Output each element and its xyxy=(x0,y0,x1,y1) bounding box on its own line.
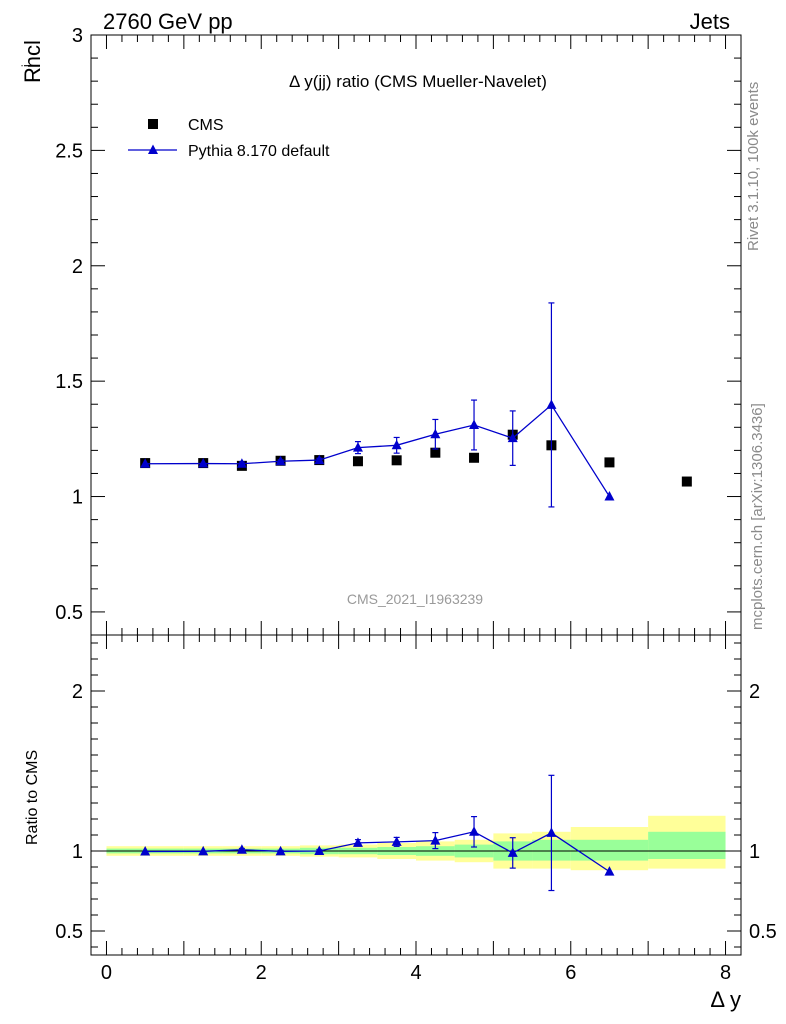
ratio-pythia-point xyxy=(430,835,441,845)
ratio-pythia-line xyxy=(145,831,610,873)
pythia-data-point xyxy=(236,458,247,468)
ratio-y-tick-label-right: 2 xyxy=(749,681,760,703)
legend-cms-marker xyxy=(148,119,158,129)
x-tick-label: 4 xyxy=(410,962,421,984)
cms-data-point xyxy=(352,456,363,467)
cms-data-point xyxy=(681,476,692,487)
y-tick-label: 3 xyxy=(72,25,83,47)
x-tick-label: 6 xyxy=(565,962,576,984)
y-axis-label: Rincl xyxy=(19,40,45,83)
uncertainty-band-green xyxy=(648,831,726,859)
ratio-pythia-point xyxy=(275,845,286,856)
cms-data-point xyxy=(604,457,615,468)
ratio-y-tick-label-right: 1 xyxy=(749,841,760,863)
ratio-pythia-point xyxy=(314,845,325,855)
ratio-pythia-point xyxy=(469,826,480,836)
ratio-y-tick-label: 1 xyxy=(72,841,83,863)
y-tick-label: 0.5 xyxy=(55,602,83,624)
legend-cms-label: CMS xyxy=(188,117,224,134)
pythia-data-point xyxy=(391,439,402,450)
x-axis-label: Δ y xyxy=(710,987,741,1012)
pythia-line xyxy=(145,403,611,497)
main-panel: 0.5 1 1.5 2 2.5 3 Rincl Δ y(jj) ratio (CMS Muel… xyxy=(19,25,742,636)
plot-title: Δ y(jj) ratio (CMS Mueller-Navelet) xyxy=(289,72,547,91)
pythia-data-point xyxy=(507,432,518,443)
pythia-data-point xyxy=(604,491,615,501)
jets-label: Jets xyxy=(689,9,730,34)
x-tick-label: 8 xyxy=(720,962,731,984)
ratio-pythia-point xyxy=(604,866,615,876)
ratio-pythia-point xyxy=(507,847,518,857)
pythia-data-point xyxy=(430,428,441,439)
cms-data-point xyxy=(430,447,441,458)
y-tick-label: 1 xyxy=(72,487,83,509)
cms-data-point xyxy=(469,452,480,463)
y-tick-label: 1.5 xyxy=(55,371,83,393)
ratio-pythia-point xyxy=(391,836,402,846)
pythia-data-point xyxy=(352,442,363,452)
ratio-y-axis-label: Ratio to CMS xyxy=(24,750,41,845)
y-tick-label: 2.5 xyxy=(55,140,83,162)
pythia-data-point xyxy=(546,399,557,409)
x-tick-label: 0 xyxy=(101,962,112,984)
ratio-frame xyxy=(90,634,742,956)
pythia-data-point xyxy=(198,458,209,468)
energy-label: 2760 GeV pp xyxy=(103,9,233,34)
legend-pythia-label: Pythia 8.170 default xyxy=(188,143,330,160)
legend-pythia-marker xyxy=(148,144,158,154)
pythia-data-point xyxy=(469,419,480,429)
ratio-y-tick-label: 2 xyxy=(72,681,83,703)
y-tick-label: 2 xyxy=(72,256,83,278)
pythia-data-point xyxy=(314,454,325,465)
ratio-pythia-point xyxy=(140,845,151,856)
ratio-pythia-point xyxy=(198,845,209,856)
ratio-y-tick-label: 0.5 xyxy=(55,921,83,943)
uncertainty-band-green xyxy=(570,839,649,861)
ratio-panel: 0.5 0.5 1 1 2 2 0 2 4 6 8 Ratio to CMS Δ y xyxy=(24,634,777,1012)
x-tick-label: 2 xyxy=(256,962,267,984)
watermark: CMS_2021_I1963239 xyxy=(347,591,483,607)
ratio-pythia-point xyxy=(236,844,247,854)
pythia-data-point xyxy=(140,458,151,468)
ratio-pythia-point xyxy=(546,827,557,837)
ratio-y-tick-label-right: 0.5 xyxy=(749,921,777,943)
ratio-pythia-point xyxy=(352,837,363,847)
cms-data-point xyxy=(391,455,402,466)
pythia-data-point xyxy=(275,455,286,466)
